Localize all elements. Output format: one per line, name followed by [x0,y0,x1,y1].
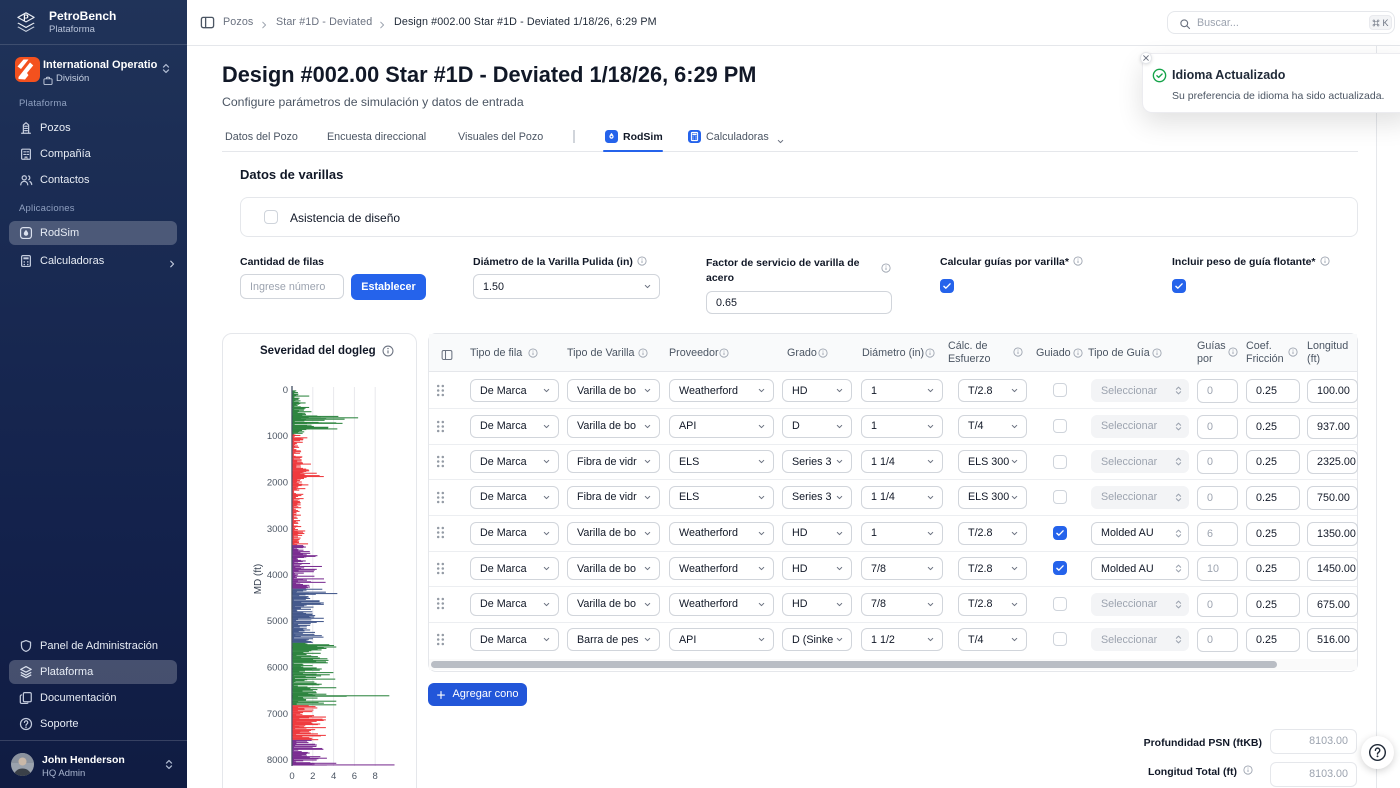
svg-text:0: 0 [289,771,294,782]
svg-text:8000: 8000 [267,755,288,766]
svg-text:P: P [23,13,29,22]
svg-text:2: 2 [310,771,315,782]
svg-text:0: 0 [283,385,288,396]
svg-text:4: 4 [331,771,336,782]
svg-text:6: 6 [352,771,357,782]
svg-text:5000: 5000 [267,616,288,627]
svg-text:1000: 1000 [267,431,288,442]
svg-text:MD (ft): MD (ft) [253,564,264,595]
svg-text:6000: 6000 [267,663,288,674]
svg-text:8: 8 [373,771,378,782]
svg-text:4000: 4000 [267,570,288,581]
svg-text:2000: 2000 [267,478,288,489]
svg-text:7000: 7000 [267,709,288,720]
svg-text:3000: 3000 [267,524,288,535]
